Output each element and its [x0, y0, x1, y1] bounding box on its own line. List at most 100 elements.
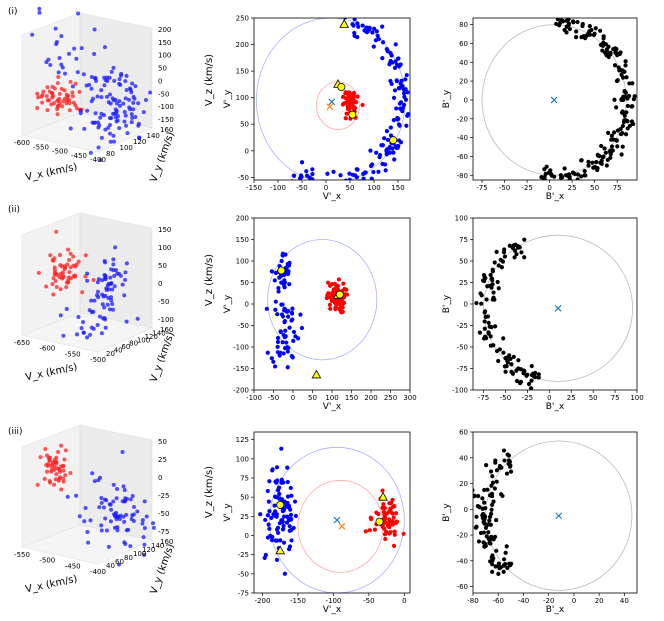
blue-point [367, 25, 372, 30]
black-point [502, 458, 507, 463]
y-tick-label: -50 [238, 570, 249, 578]
3d-point-blue [81, 72, 86, 77]
black-point [491, 556, 496, 561]
3d-y-tick: 20 [106, 350, 115, 358]
3d-point-blue [75, 70, 80, 75]
black-point [489, 325, 494, 330]
black-point [502, 247, 507, 252]
blue-point [398, 100, 404, 105]
red-point [367, 528, 372, 533]
3d-point-blue [106, 295, 111, 300]
blue-point [269, 356, 274, 361]
3d-point-blue [88, 150, 93, 155]
blue-point [403, 77, 408, 82]
blue-point [277, 496, 282, 501]
blue-point [340, 181, 344, 185]
black-point [593, 26, 598, 31]
y-tick-label: 0 [464, 301, 468, 309]
black-point [615, 144, 620, 149]
blue-point [269, 269, 274, 274]
y-tick-label: -40 [457, 134, 468, 142]
blue-point [299, 160, 305, 165]
x-tick-label: -50 [268, 394, 279, 402]
3d-point-blue [143, 98, 148, 103]
3d-point-blue [133, 84, 138, 89]
black-point [624, 110, 629, 115]
black-point [525, 372, 530, 377]
3d-point-red [55, 104, 60, 109]
3d-point-blue [122, 499, 127, 504]
x-tick-label: 100 [367, 184, 380, 192]
black-point [505, 565, 510, 570]
3d-point-blue [103, 260, 108, 265]
3d-point-blue [102, 83, 107, 88]
blue-point [401, 91, 407, 96]
black-point [494, 548, 499, 553]
black-point [605, 157, 610, 162]
y-tick-label: 25 [240, 513, 249, 521]
red-point [389, 500, 394, 506]
x-tick-label: -100 [325, 597, 341, 605]
hodogram-3-frame [253, 431, 411, 594]
black-point [575, 172, 581, 177]
3d-point-blue [135, 316, 140, 321]
black-point [496, 263, 501, 268]
x-tick-label: 0 [324, 184, 328, 192]
3d-point-red [61, 479, 66, 484]
black-point [579, 158, 584, 163]
3d-point-blue [135, 509, 140, 514]
red-point [327, 302, 333, 307]
black-point [600, 154, 606, 160]
black-point [560, 174, 565, 180]
3d-point-red [57, 101, 62, 106]
blue-point [371, 44, 376, 49]
3d-point-red [71, 254, 76, 259]
red-point [390, 522, 395, 527]
black-point [507, 459, 513, 464]
y-tick-label: -25 [238, 551, 249, 559]
red-point [391, 515, 396, 520]
blue-point [360, 23, 365, 28]
3d-y-tick: 80 [129, 340, 138, 348]
3d-point-red [52, 482, 57, 487]
black-point [592, 31, 597, 36]
blue-point [269, 515, 274, 521]
blue-point [293, 334, 298, 339]
blue-point [396, 122, 402, 127]
3d-point-blue [127, 97, 132, 102]
blue-point [265, 535, 271, 540]
3d-point-blue [104, 528, 109, 533]
black-point [508, 463, 513, 468]
blue-point [262, 555, 267, 561]
3d-point-blue [114, 510, 119, 515]
black-point [623, 132, 629, 137]
3d-point-red [41, 89, 46, 94]
black-point [623, 59, 628, 64]
3d-y-tick: 160 [160, 326, 173, 334]
x-tick-label: -25 [522, 394, 533, 402]
blue-point [399, 84, 404, 89]
blue-point [266, 499, 271, 504]
yellow-triangle-marker [311, 369, 322, 379]
black-point [484, 534, 489, 539]
3d-point-red [91, 277, 96, 282]
3d-point-blue [48, 62, 53, 67]
3d-point-blue [99, 500, 104, 505]
3d-point-blue [100, 302, 105, 307]
black-point [622, 89, 627, 94]
y-tick-label: 75 [459, 236, 468, 244]
red-point [341, 281, 346, 286]
row-label: (ii) [8, 205, 20, 215]
blue-point [304, 169, 309, 174]
3d-point-blue [96, 145, 101, 150]
3d-point-blue [72, 46, 77, 51]
3d-point-blue [108, 502, 113, 507]
3d-point-blue [124, 319, 129, 324]
black-point [487, 493, 493, 498]
3d-point-blue [151, 525, 156, 530]
pane-floor [20, 524, 153, 565]
3d-point-red [50, 282, 55, 287]
y-tick-label: -75 [238, 590, 249, 598]
blue-point [310, 167, 315, 172]
blue-point [282, 318, 287, 324]
